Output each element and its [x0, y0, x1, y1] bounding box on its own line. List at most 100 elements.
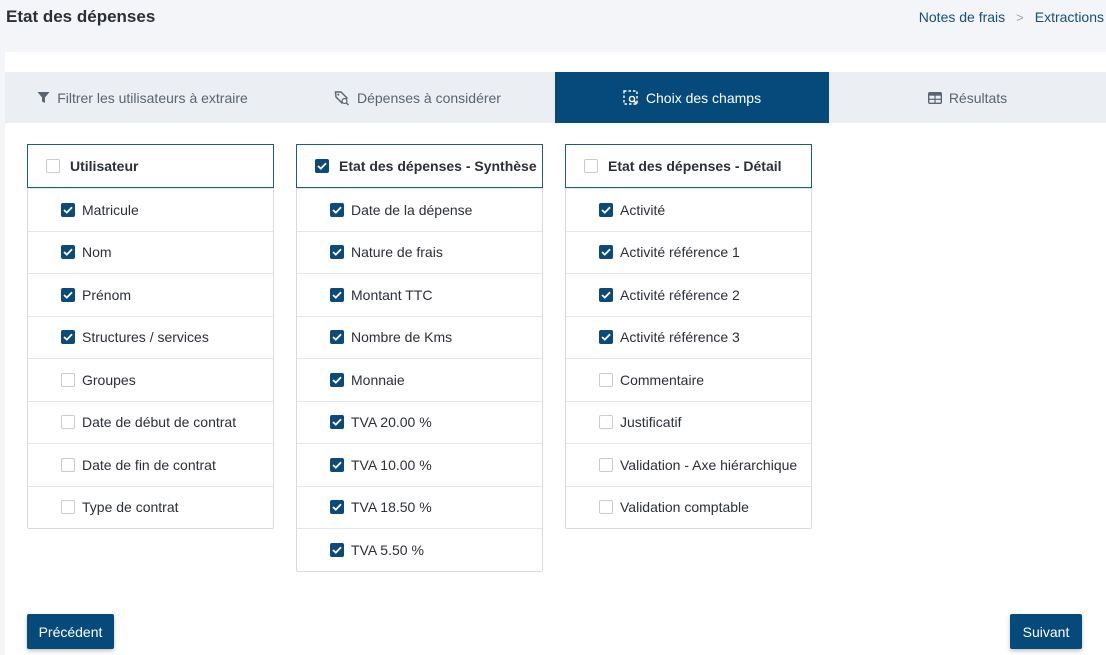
field-checkbox[interactable] [599, 415, 613, 430]
tab-filtrer-utilisateurs[interactable]: Filtrer les utilisateurs à extraire [5, 72, 280, 123]
field-label: Validation - Axe hiérarchique [620, 456, 798, 473]
tab-depenses-a-considerer[interactable]: Dépenses à considérer [280, 72, 555, 123]
field-label: Commentaire [620, 371, 705, 388]
field-row[interactable]: Nom [28, 230, 273, 274]
field-checkbox[interactable] [61, 245, 75, 260]
tab-resultats[interactable]: Résultats [829, 72, 1106, 123]
field-label: Matricule [82, 201, 139, 218]
field-list: Matricule Nom Prénom Structures / services G… [28, 188, 273, 528]
table-icon [927, 91, 942, 104]
header-checkbox[interactable] [46, 159, 60, 173]
field-row[interactable]: Activité référence 2 [566, 273, 811, 316]
field-label: Nombre de Kms [351, 329, 453, 346]
field-checkbox[interactable] [599, 457, 613, 472]
field-checkbox[interactable] [330, 542, 344, 557]
field-checkbox[interactable] [599, 330, 613, 345]
field-label: Nom [82, 244, 112, 261]
field-checkbox[interactable] [61, 287, 75, 302]
field-label: Validation comptable [620, 499, 749, 516]
field-row[interactable]: Justificatif [566, 400, 811, 444]
field-label: Monnaie [351, 371, 405, 388]
field-checkbox[interactable] [61, 330, 75, 345]
field-checkbox[interactable] [61, 372, 75, 387]
panel-title: Etat des dépenses - Détail [608, 158, 782, 174]
field-label: Date de fin de contrat [82, 456, 216, 473]
field-label: Date de début de contrat [82, 414, 237, 431]
field-row[interactable]: TVA 10.00 % [297, 443, 542, 486]
field-label: Activité référence 1 [620, 244, 740, 261]
field-row[interactable]: Montant TTC [297, 273, 542, 316]
panel-title: Etat des dépenses - Synthèse [339, 158, 537, 174]
field-checkbox[interactable] [61, 202, 75, 217]
field-checkbox[interactable] [61, 457, 75, 472]
tab-label: Filtrer les utilisateurs à extraire [57, 89, 248, 106]
field-checkbox[interactable] [599, 202, 613, 217]
page-title: Etat des dépenses [6, 7, 156, 26]
field-checkbox[interactable] [61, 500, 75, 515]
breadcrumb: Notes de frais > Extractions [919, 9, 1104, 25]
field-row[interactable]: Structures / services [28, 315, 273, 359]
field-row[interactable]: TVA 18.50 % [297, 485, 542, 529]
tab-label: Résultats [948, 89, 1008, 106]
field-row[interactable]: Activité référence 3 [566, 315, 811, 359]
field-label: Nature de frais [351, 244, 443, 261]
field-row[interactable]: Type de contrat [28, 485, 273, 529]
panel-synthese: Etat des dépenses - Synthèse Date de la … [296, 144, 543, 572]
field-checkbox[interactable] [330, 500, 344, 515]
field-checkbox[interactable] [599, 245, 613, 260]
field-list: Activité Activité référence 1 Activité réf… [566, 188, 811, 528]
field-checkbox[interactable] [599, 500, 613, 515]
field-checkbox[interactable] [599, 287, 613, 302]
field-checkbox[interactable] [61, 415, 75, 430]
tab-choix-des-champs[interactable]: Choix des champs [555, 72, 829, 123]
field-row[interactable]: Groupes [28, 358, 273, 401]
tab-label: Dépenses à considérer [357, 89, 501, 106]
field-label: Justificatif [620, 414, 682, 431]
field-row[interactable]: Commentaire [566, 358, 811, 401]
breadcrumb-link-extractions[interactable]: Extractions [1034, 9, 1104, 25]
field-checkbox[interactable] [330, 287, 344, 302]
field-checkbox[interactable] [330, 330, 344, 345]
field-label: TVA 20.00 % [351, 414, 432, 431]
field-row[interactable]: TVA 5.50 % [297, 528, 542, 571]
previous-button[interactable]: Précédent [27, 614, 114, 649]
field-row[interactable]: Activité [566, 188, 811, 231]
field-row[interactable]: Monnaie [297, 358, 542, 401]
panel-detail: Etat des dépenses - Détail Activité Activ… [565, 144, 812, 529]
field-row[interactable]: Date de fin de contrat [28, 443, 273, 486]
field-label: TVA 5.50 % [351, 541, 424, 558]
field-checkbox[interactable] [330, 372, 344, 387]
wizard-card: Filtrer les utilisateurs à extraire Dépe… [5, 52, 1106, 655]
panel-header-synthese[interactable]: Etat des dépenses - Synthèse [296, 144, 543, 188]
field-row[interactable]: Matricule [28, 188, 273, 231]
field-label: Prénom [82, 286, 132, 303]
tag-search-icon [334, 90, 349, 105]
field-checkbox[interactable] [330, 245, 344, 260]
header-checkbox[interactable] [584, 159, 598, 173]
panel-header-detail[interactable]: Etat des dépenses - Détail [565, 144, 812, 188]
field-row[interactable]: TVA 20.00 % [297, 400, 542, 444]
field-checkbox[interactable] [330, 202, 344, 217]
field-row[interactable]: Date de la dépense [297, 188, 542, 231]
panel-title: Utilisateur [70, 158, 139, 174]
breadcrumb-separator-icon: > [1016, 9, 1024, 25]
next-button[interactable]: Suivant [1010, 614, 1082, 649]
wizard-tabs: Filtrer les utilisateurs à extraire Dépe… [5, 72, 1106, 123]
field-checkbox[interactable] [599, 372, 613, 387]
field-label: Date de la dépense [351, 201, 473, 218]
breadcrumb-link-notes-de-frais[interactable]: Notes de frais [918, 9, 1006, 25]
field-row[interactable]: Validation - Axe hiérarchique [566, 443, 811, 486]
field-row[interactable]: Prénom [28, 273, 273, 316]
select-search-icon [623, 89, 638, 105]
field-row[interactable]: Nombre de Kms [297, 315, 542, 359]
header-checkbox[interactable] [315, 159, 329, 173]
field-checkbox[interactable] [330, 457, 344, 472]
page-header: Etat des dépenses Notes de frais > Extra… [0, 0, 1106, 40]
field-row[interactable]: Validation comptable [566, 485, 811, 529]
field-row[interactable]: Nature de frais [297, 230, 542, 274]
field-checkbox[interactable] [330, 415, 344, 430]
field-row[interactable]: Date de début de contrat [28, 400, 273, 444]
field-label: Activité référence 2 [620, 286, 740, 303]
field-row[interactable]: Activité référence 1 [566, 230, 811, 274]
panel-header-utilisateur[interactable]: Utilisateur [27, 144, 274, 188]
